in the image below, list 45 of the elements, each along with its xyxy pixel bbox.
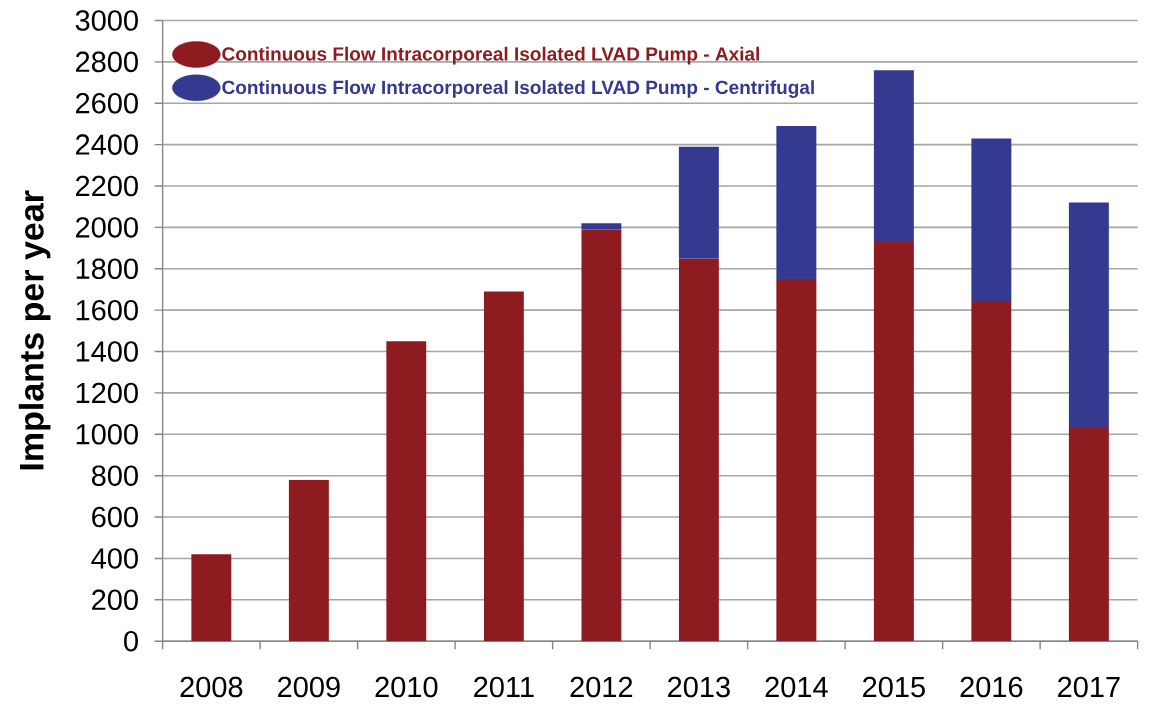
x-tick-label: 2013 — [668, 676, 730, 698]
y-tick-label: 1600 — [76, 299, 138, 321]
bar — [971, 301, 1012, 642]
bar — [386, 341, 427, 642]
x-tick-label: 2014 — [765, 676, 828, 698]
legend-label: Continuous Flow Intracorporeal Isolated LVAD Pump - Axial — [222, 46, 759, 65]
x-tick-label: 2012 — [570, 676, 633, 698]
y-tick-label: 400 — [91, 548, 138, 569]
x-tick-label: 2016 — [960, 676, 1023, 698]
y-tick-label: 0 — [124, 630, 138, 652]
bar — [873, 70, 914, 242]
x-tick-label: 2015 — [863, 676, 925, 698]
bar — [873, 241, 914, 642]
y-tick-label: 1400 — [76, 341, 138, 362]
bar — [971, 138, 1012, 302]
y-tick-label: 1000 — [76, 424, 138, 445]
bar — [191, 554, 232, 642]
bar — [581, 229, 622, 642]
y-tick-label: 1200 — [76, 382, 138, 404]
y-tick-label: 2000 — [76, 217, 138, 238]
x-tick-label: 2009 — [278, 676, 340, 698]
y-tick-label: 2800 — [76, 51, 138, 73]
y-tick-label: 3000 — [75, 10, 138, 31]
bar — [678, 146, 719, 259]
y-tick-label: 800 — [91, 465, 138, 486]
bar — [581, 223, 622, 230]
y-tick-label: 600 — [92, 506, 138, 528]
x-tick-label: 2008 — [180, 676, 243, 698]
y-tick-label: 2400 — [76, 134, 138, 155]
y-tick-label: 2200 — [76, 175, 138, 197]
x-tick-label: 2017 — [1058, 676, 1120, 698]
bar — [776, 126, 817, 280]
bar — [678, 258, 719, 642]
x-tick-label: 2011 — [474, 676, 534, 698]
bar — [776, 279, 817, 642]
y-tick-label: 200 — [92, 589, 138, 611]
bar — [1068, 428, 1109, 642]
y-tick-label: 2600 — [76, 92, 138, 114]
bar — [483, 291, 524, 642]
legend-label: Continuous Flow Intracorporeal Isolated LVAD Pump - Centrifugal — [222, 80, 814, 98]
y-axis-title: Implants per year — [18, 190, 51, 470]
bar — [288, 479, 329, 642]
bar — [1068, 202, 1109, 429]
y-tick-label: 1800 — [76, 258, 138, 280]
x-tick-label: 2010 — [375, 676, 438, 698]
